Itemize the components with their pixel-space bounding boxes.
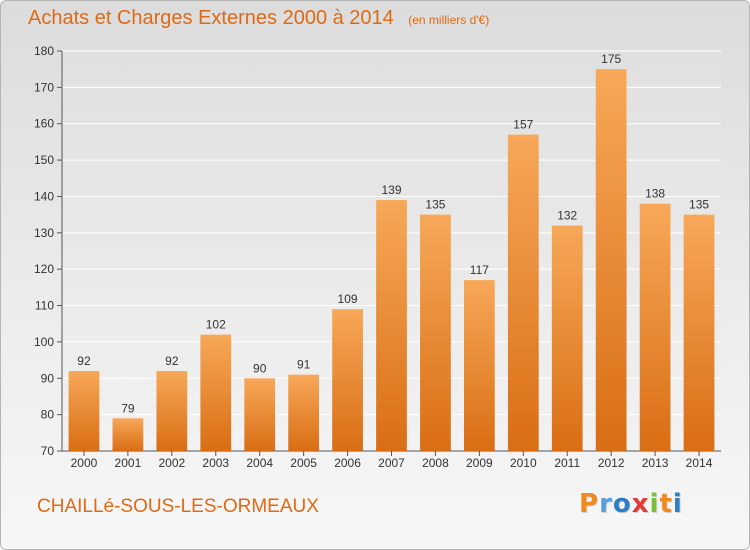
bar (683, 214, 715, 451)
x-tick-label: 2013 (642, 456, 669, 470)
x-tick-label: 2014 (686, 456, 713, 470)
y-tick-label: 80 (41, 408, 55, 422)
data-label: 79 (121, 401, 135, 415)
bar (639, 203, 671, 451)
y-tick-label: 150 (34, 153, 54, 167)
bar (200, 334, 232, 451)
y-tick-label: 90 (41, 371, 55, 385)
y-tick-label: 120 (34, 262, 54, 276)
data-label: 139 (381, 183, 401, 197)
x-tick-label: 2001 (115, 456, 142, 470)
logo-letter: r (599, 489, 613, 519)
bar (112, 418, 144, 451)
bar (420, 214, 451, 451)
data-label: 90 (253, 361, 267, 375)
x-tick-label: 2006 (334, 456, 361, 470)
logo-letter: P (579, 489, 600, 519)
data-label: 92 (165, 354, 179, 368)
logo-letter: x (631, 489, 650, 519)
title-row: Achats et Charges Externes 2000 à 2014 (… (28, 7, 489, 30)
bar (288, 374, 320, 451)
bar (595, 69, 627, 451)
data-label: 138 (645, 187, 665, 201)
data-label: 135 (425, 198, 445, 212)
chart-subtitle: (en milliers d'€) (408, 13, 490, 27)
chart-title: Achats et Charges Externes 2000 à 2014 (28, 7, 394, 29)
x-tick-label: 2005 (290, 456, 317, 470)
data-label: 109 (338, 292, 358, 306)
data-label: 135 (689, 198, 709, 212)
y-tick-label: 70 (41, 444, 55, 458)
x-tick-label: 2009 (466, 456, 493, 470)
x-tick-label: 2000 (71, 456, 98, 470)
commune-name: CHAILLé-SOUS-LES-ORMEAUX (37, 496, 319, 517)
bar (551, 225, 583, 451)
data-label: 91 (297, 358, 311, 372)
logo-letter: i (649, 489, 660, 519)
data-label: 117 (470, 263, 489, 277)
data-label: 92 (77, 354, 91, 368)
y-tick-label: 100 (34, 335, 54, 349)
x-tick-label: 2011 (554, 456, 580, 470)
x-tick-label: 2008 (422, 456, 449, 470)
x-tick-label: 2004 (246, 456, 273, 470)
bar (68, 371, 100, 451)
bar (507, 134, 539, 452)
bar (244, 378, 276, 451)
x-tick-label: 2007 (378, 456, 405, 470)
y-tick-label: 180 (34, 44, 54, 58)
logo-letter: t (659, 489, 673, 519)
data-label: 102 (206, 318, 226, 332)
logo-letter: i (672, 489, 683, 519)
y-tick-label: 110 (35, 299, 54, 313)
data-label: 157 (513, 118, 533, 132)
data-label: 175 (601, 52, 621, 66)
bar (156, 371, 188, 451)
y-tick-label: 160 (34, 117, 54, 131)
x-tick-label: 2012 (598, 456, 625, 470)
proxiti-logo: Proxiti (579, 489, 683, 519)
y-tick-label: 130 (34, 226, 54, 240)
data-label: 132 (557, 209, 577, 223)
x-tick-label: 2002 (158, 456, 185, 470)
logo-letter: o (612, 489, 632, 519)
bar (463, 280, 495, 451)
x-tick-label: 2003 (202, 456, 229, 470)
x-tick-label: 2010 (510, 456, 537, 470)
y-tick-label: 140 (34, 189, 54, 203)
bar (376, 200, 407, 451)
bar (332, 309, 363, 451)
y-tick-label: 170 (34, 80, 54, 94)
